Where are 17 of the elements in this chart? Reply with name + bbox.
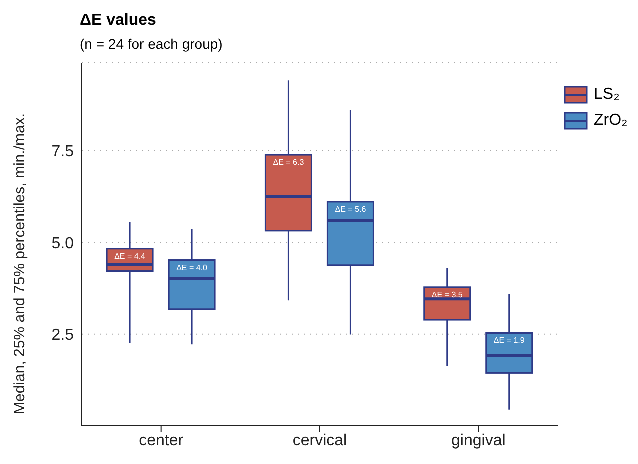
text: ΔE = 1.9 (494, 336, 525, 346)
text: ΔE = 4.0 (176, 263, 208, 272)
y-tick-label: 2.5 (52, 327, 74, 344)
text: ΔE = 4.4 (114, 252, 146, 261)
y-tick-label: 5.0 (52, 235, 74, 252)
x-tick-label: cervical (292, 432, 348, 450)
text: ΔE = 5.6 (335, 204, 366, 214)
legend-label: LS₂ (594, 86, 620, 104)
chart-title: ΔE values (80, 12, 156, 30)
y-axis-title: Median, 25% and 75% percentiles, min./max. (11, 114, 28, 414)
x-tick-label: center (139, 432, 184, 450)
x-tick-label: gingival (452, 432, 506, 450)
chart-subtitle: (n = 24 for each group) (80, 36, 223, 52)
y-tick-label: 7.5 (52, 144, 74, 161)
text: ΔE = 6.3 (273, 158, 304, 168)
legend-label: ZrO₂ (594, 112, 628, 130)
text: ΔE = 3.5 (432, 290, 463, 300)
